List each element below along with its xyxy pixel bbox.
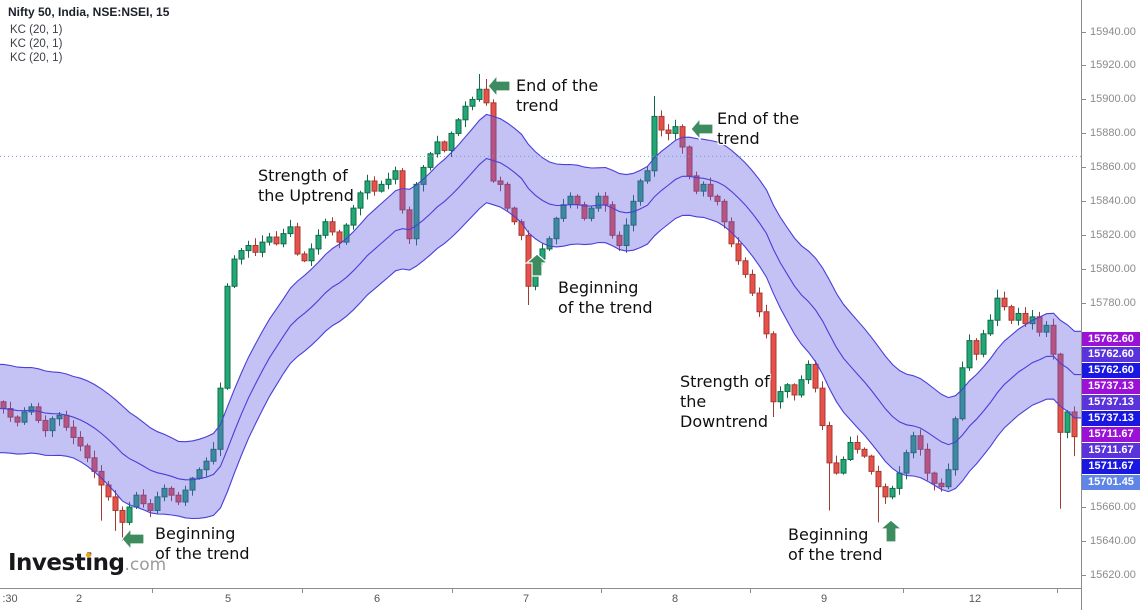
price-axis-label: 15800.00 <box>1090 263 1136 276</box>
chart-canvas[interactable] <box>0 0 1082 588</box>
price-axis-label: 15880.00 <box>1090 127 1136 140</box>
time-axis-label: 12 <box>968 593 982 605</box>
price-axis-tick <box>1082 65 1086 67</box>
price-axis-tick <box>1082 269 1086 271</box>
price-axis-tick <box>1082 201 1086 203</box>
price-badge: 15762.60 <box>1082 363 1140 378</box>
beginning-of-trend-left-label: Beginning of the trend <box>155 524 250 563</box>
indicator-label-kc-3[interactable]: KC (20, 1) <box>10 52 63 64</box>
time-axis-label: 8 <box>671 593 679 605</box>
time-axis-line <box>0 588 1082 589</box>
strength-of-downtrend-label: Strength of the Downtrend <box>680 372 770 431</box>
price-badge: 15711.67 <box>1082 443 1140 458</box>
price-badge: 15711.67 <box>1082 427 1140 442</box>
symbol-title: Nifty 50, India, NSE:NSEI, 15 <box>8 5 170 19</box>
price-axis-label: 15900.00 <box>1090 93 1136 106</box>
price-badge: 15762.60 <box>1082 347 1140 362</box>
logo-i-orange-dot: i <box>85 550 93 576</box>
keltner-lower-line <box>0 202 1081 520</box>
price-axis-tick <box>1082 575 1086 576</box>
keltner-channel-fill <box>0 114 1081 519</box>
time-axis-tick <box>152 588 153 593</box>
candlestick-series <box>0 73 1078 542</box>
indicator-label-kc-2[interactable]: KC (20, 1) <box>10 38 63 50</box>
keltner-middle-line <box>0 157 1081 481</box>
price-axis-tick <box>1082 541 1086 543</box>
price-badge: 15711.67 <box>1082 459 1140 474</box>
price-badge: 15737.13 <box>1082 379 1140 394</box>
time-axis-label: 7 <box>522 593 530 605</box>
price-axis-tick <box>1082 303 1086 305</box>
time-axis-label: 9 <box>820 593 828 605</box>
beginning-of-trend-mid-label: Beginning of the trend <box>558 278 653 317</box>
price-axis-tick <box>1082 31 1086 33</box>
time-axis-tick <box>302 588 303 593</box>
price-axis-label: 15780.00 <box>1090 297 1136 310</box>
end-of-trend-2-label: End of the trend <box>717 109 800 148</box>
price-badge: 15737.13 <box>1082 411 1140 426</box>
price-axis-label: 15940.00 <box>1090 25 1136 38</box>
time-axis-label: :30 <box>2 593 18 605</box>
time-axis-label: 5 <box>224 593 232 605</box>
investing-logo: Investing.com <box>8 550 166 576</box>
time-axis-label: 6 <box>373 593 381 605</box>
logo-text-2: ng <box>92 550 125 576</box>
price-axis-label: 15820.00 <box>1090 229 1136 242</box>
price-axis-tick <box>1082 167 1086 169</box>
price-axis-label: 15920.00 <box>1090 59 1136 72</box>
strength-of-uptrend-label: Strength of the Uptrend <box>258 166 354 205</box>
time-axis-tick <box>1057 588 1058 593</box>
indicator-label-kc-1[interactable]: KC (20, 1) <box>10 24 63 36</box>
time-axis-tick <box>903 588 904 593</box>
price-axis-tick <box>1082 235 1086 237</box>
price-axis-label: 15640.00 <box>1090 535 1136 548</box>
beginning-of-trend-right-label: Beginning of the trend <box>788 525 883 564</box>
end-of-trend-1-arrow-icon[interactable] <box>487 73 511 99</box>
price-axis-tick <box>1082 99 1086 101</box>
beginning-of-trend-mid-arrow-icon[interactable] <box>524 253 550 277</box>
time-axis-tick <box>601 588 602 593</box>
time-axis-tick <box>750 588 751 593</box>
price-badge: 15762.60 <box>1082 331 1140 346</box>
price-axis-tick <box>1082 507 1086 509</box>
price-badge: 15737.13 <box>1082 395 1140 410</box>
beginning-of-trend-right-arrow-icon[interactable] <box>878 519 904 543</box>
end-of-trend-2-arrow-icon[interactable] <box>690 116 714 142</box>
price-axis-label: 15860.00 <box>1090 161 1136 174</box>
logo-suffix: .com <box>124 555 167 575</box>
price-axis-line <box>1081 0 1082 610</box>
end-of-trend-1-label: End of the trend <box>516 76 599 115</box>
price-axis-tick <box>1082 133 1086 135</box>
price-badge: 15701.45 <box>1082 475 1140 490</box>
price-axis-label: 15620.00 <box>1090 569 1136 581</box>
time-axis-tick <box>452 588 453 593</box>
keltner-upper-line <box>0 113 1081 443</box>
time-axis-label: 2 <box>75 593 83 605</box>
beginning-of-trend-left-arrow-icon[interactable] <box>121 526 145 552</box>
price-axis-label: 15660.00 <box>1090 501 1136 514</box>
logo-text: Invest <box>8 550 86 576</box>
price-axis-label: 15840.00 <box>1090 195 1136 208</box>
